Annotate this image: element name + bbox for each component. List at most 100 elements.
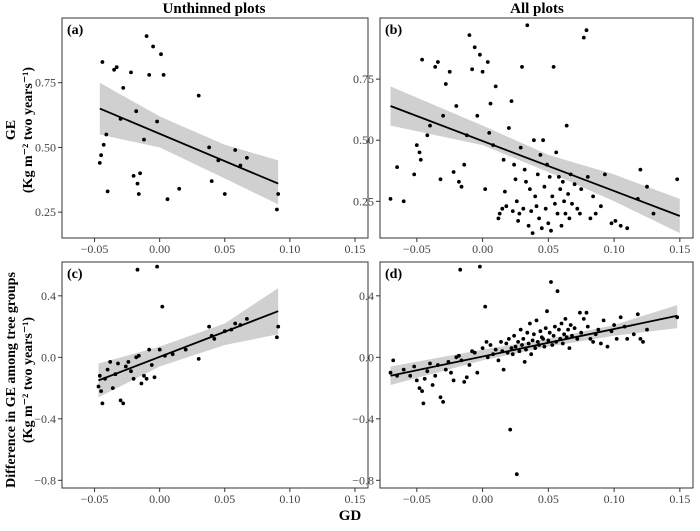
data-point — [509, 99, 514, 103]
data-point — [276, 192, 281, 196]
panel-frame — [61, 261, 369, 489]
data-point — [572, 182, 577, 187]
data-point — [462, 162, 467, 167]
data-point — [420, 57, 424, 62]
data-point — [503, 189, 507, 194]
data-point — [484, 340, 489, 344]
regression-line — [99, 107, 279, 185]
data-point — [584, 28, 589, 33]
y-tick-label: 0.25 — [35, 205, 56, 219]
data-point — [414, 378, 419, 383]
x-tick-label: 0.00 — [149, 492, 170, 506]
data-point — [391, 358, 396, 363]
data-point — [488, 101, 493, 106]
y-tick-label: 0.4 — [359, 289, 374, 303]
regression-line — [390, 314, 678, 377]
data-point — [612, 323, 616, 327]
data-point — [129, 369, 133, 374]
data-point — [441, 400, 445, 404]
data-point — [530, 231, 535, 236]
data-point — [96, 384, 101, 389]
data-point — [183, 347, 188, 352]
x-tick-label: 0.15 — [344, 242, 365, 256]
x-tick-label: 0.00 — [472, 242, 493, 256]
data-point — [436, 60, 440, 64]
column-title-unthinned: Unthinned plots — [162, 1, 266, 17]
data-point — [139, 381, 144, 386]
data-point — [553, 201, 557, 206]
y-tick-label: 0.25 — [353, 194, 374, 208]
data-point — [605, 344, 610, 349]
data-point — [493, 84, 498, 89]
data-point — [549, 228, 553, 233]
data-point — [533, 346, 538, 350]
data-point — [475, 113, 480, 118]
data-point — [105, 189, 110, 194]
x-tick-label: 0.10 — [604, 492, 625, 506]
data-point — [528, 187, 532, 192]
data-point — [118, 398, 123, 403]
data-point — [618, 223, 623, 228]
data-point — [596, 327, 601, 332]
panel-frame — [379, 17, 694, 239]
data-point — [560, 179, 565, 184]
data-point — [585, 175, 590, 179]
y-tick-label: −0.8 — [352, 473, 374, 487]
data-point — [483, 187, 488, 192]
data-point — [579, 187, 584, 192]
data-point — [554, 150, 559, 155]
data-point — [603, 172, 607, 177]
data-point — [555, 289, 560, 294]
data-point — [414, 143, 419, 148]
data-point — [588, 337, 593, 341]
panel-label: (a) — [67, 23, 84, 38]
data-point — [638, 337, 643, 341]
x-tick-label: 0.15 — [669, 492, 690, 506]
data-point — [134, 109, 139, 114]
data-point — [160, 304, 165, 309]
data-point — [135, 267, 140, 272]
data-point — [196, 357, 201, 361]
data-point — [625, 337, 630, 341]
data-point — [105, 367, 110, 372]
data-point — [645, 184, 649, 189]
x-tick-label: 0.05 — [214, 242, 235, 256]
data-point — [614, 337, 619, 341]
data-point — [522, 167, 527, 172]
y-tick-label: 0.0 — [359, 350, 374, 364]
data-point — [578, 310, 582, 315]
confidence-band — [99, 82, 279, 205]
data-point — [525, 330, 530, 335]
data-point — [550, 194, 555, 199]
data-point — [99, 389, 103, 393]
data-point — [518, 327, 523, 332]
data-point — [599, 204, 603, 209]
data-point — [449, 370, 453, 375]
data-point — [618, 315, 623, 320]
data-point — [541, 337, 545, 341]
data-point — [438, 395, 443, 400]
data-point — [177, 186, 182, 191]
data-point — [517, 349, 522, 354]
y-tick-label: −0.4 — [352, 412, 374, 426]
data-point — [108, 360, 113, 364]
data-point — [508, 427, 513, 432]
data-point — [599, 341, 603, 346]
x-tick-label: 0.10 — [279, 242, 300, 256]
data-point — [136, 192, 141, 196]
data-point — [543, 206, 548, 211]
data-point — [513, 344, 518, 349]
data-point — [395, 165, 399, 170]
data-point — [520, 65, 524, 69]
data-point — [500, 206, 505, 211]
data-point — [401, 367, 406, 372]
y-tick-label: 0.75 — [35, 76, 56, 90]
data-point — [451, 170, 456, 174]
data-point — [638, 167, 643, 172]
data-point — [551, 65, 556, 69]
data-point — [459, 184, 464, 189]
confidence-band — [98, 288, 279, 398]
data-point — [572, 326, 577, 330]
x-tick-label: 0.15 — [669, 242, 690, 256]
